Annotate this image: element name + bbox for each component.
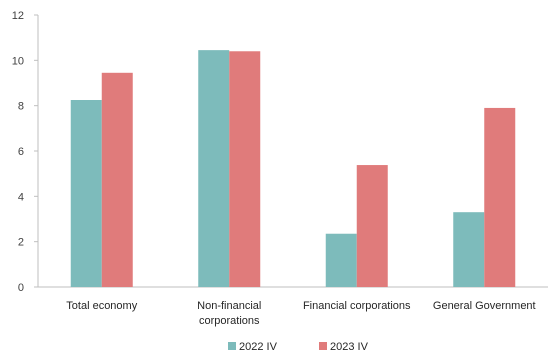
bar-2022-iv-1 (198, 50, 230, 288)
x-category-label: Financial corporations (303, 300, 411, 312)
bar-2023-iv-3 (484, 107, 516, 287)
x-category-label: Non-financial (197, 300, 261, 312)
legend: 2022 IV 2023 IV (228, 341, 369, 353)
legend-label: 2022 IV (239, 341, 278, 353)
y-tick-label: 8 (18, 101, 24, 113)
x-category-label: Total economy (66, 300, 137, 312)
y-tick-label: 2 (18, 237, 24, 249)
bar-2023-iv-0 (101, 72, 133, 287)
bar-2022-iv-0 (70, 100, 102, 287)
y-tick-label: 10 (12, 55, 24, 67)
x-category-label: corporations (199, 315, 260, 327)
bar-2023-iv-1 (229, 51, 261, 288)
legend-swatch (228, 342, 236, 350)
y-tick-labels: 0 2 4 6 8 10 12 (12, 10, 24, 294)
legend-label: 2023 IV (330, 341, 369, 353)
bar-2022-iv-2 (325, 233, 357, 287)
bars (70, 50, 516, 288)
y-tick-label: 6 (18, 146, 24, 158)
bar-2022-iv-3 (453, 212, 485, 287)
y-tick-label: 12 (12, 10, 24, 22)
bar-2023-iv-2 (356, 165, 388, 287)
x-category-labels: Total economy Non-financial corporations Fi… (66, 300, 535, 327)
legend-swatch (319, 342, 327, 350)
x-category-label: General Government (433, 300, 536, 312)
y-tick-label: 0 (18, 282, 24, 294)
y-tick-label: 4 (18, 191, 24, 203)
